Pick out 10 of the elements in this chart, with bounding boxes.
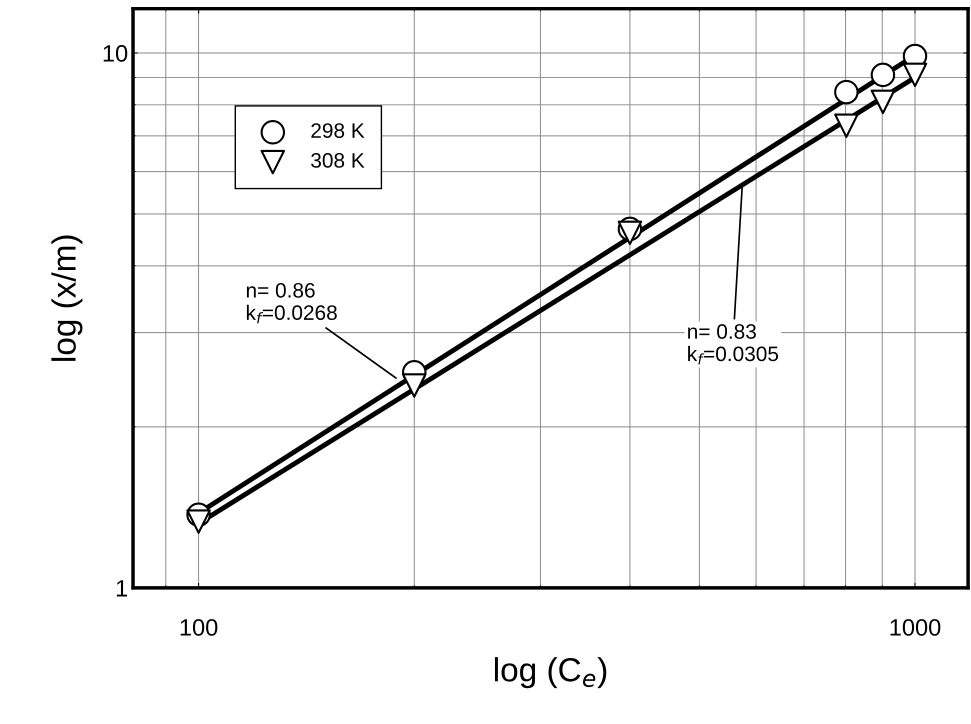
legend-label: 308 K xyxy=(311,153,365,168)
annotation: n= 0.83 k$_{f}$=0.0305 xyxy=(688,324,778,364)
x-axis-title: log (C$_{e}$) xyxy=(494,657,606,688)
y-tick-label: 10 xyxy=(104,45,128,62)
x-tick-label: 100 xyxy=(180,619,218,636)
y-tick-label: 1 xyxy=(116,580,128,596)
y-axis-title: log (x/m) xyxy=(51,236,82,361)
x-tick-label: 1000 xyxy=(890,619,940,636)
legend-label: 298 K xyxy=(311,123,365,138)
annotation: n= 0.86 k$_{f}$=0.0268 xyxy=(246,282,337,324)
